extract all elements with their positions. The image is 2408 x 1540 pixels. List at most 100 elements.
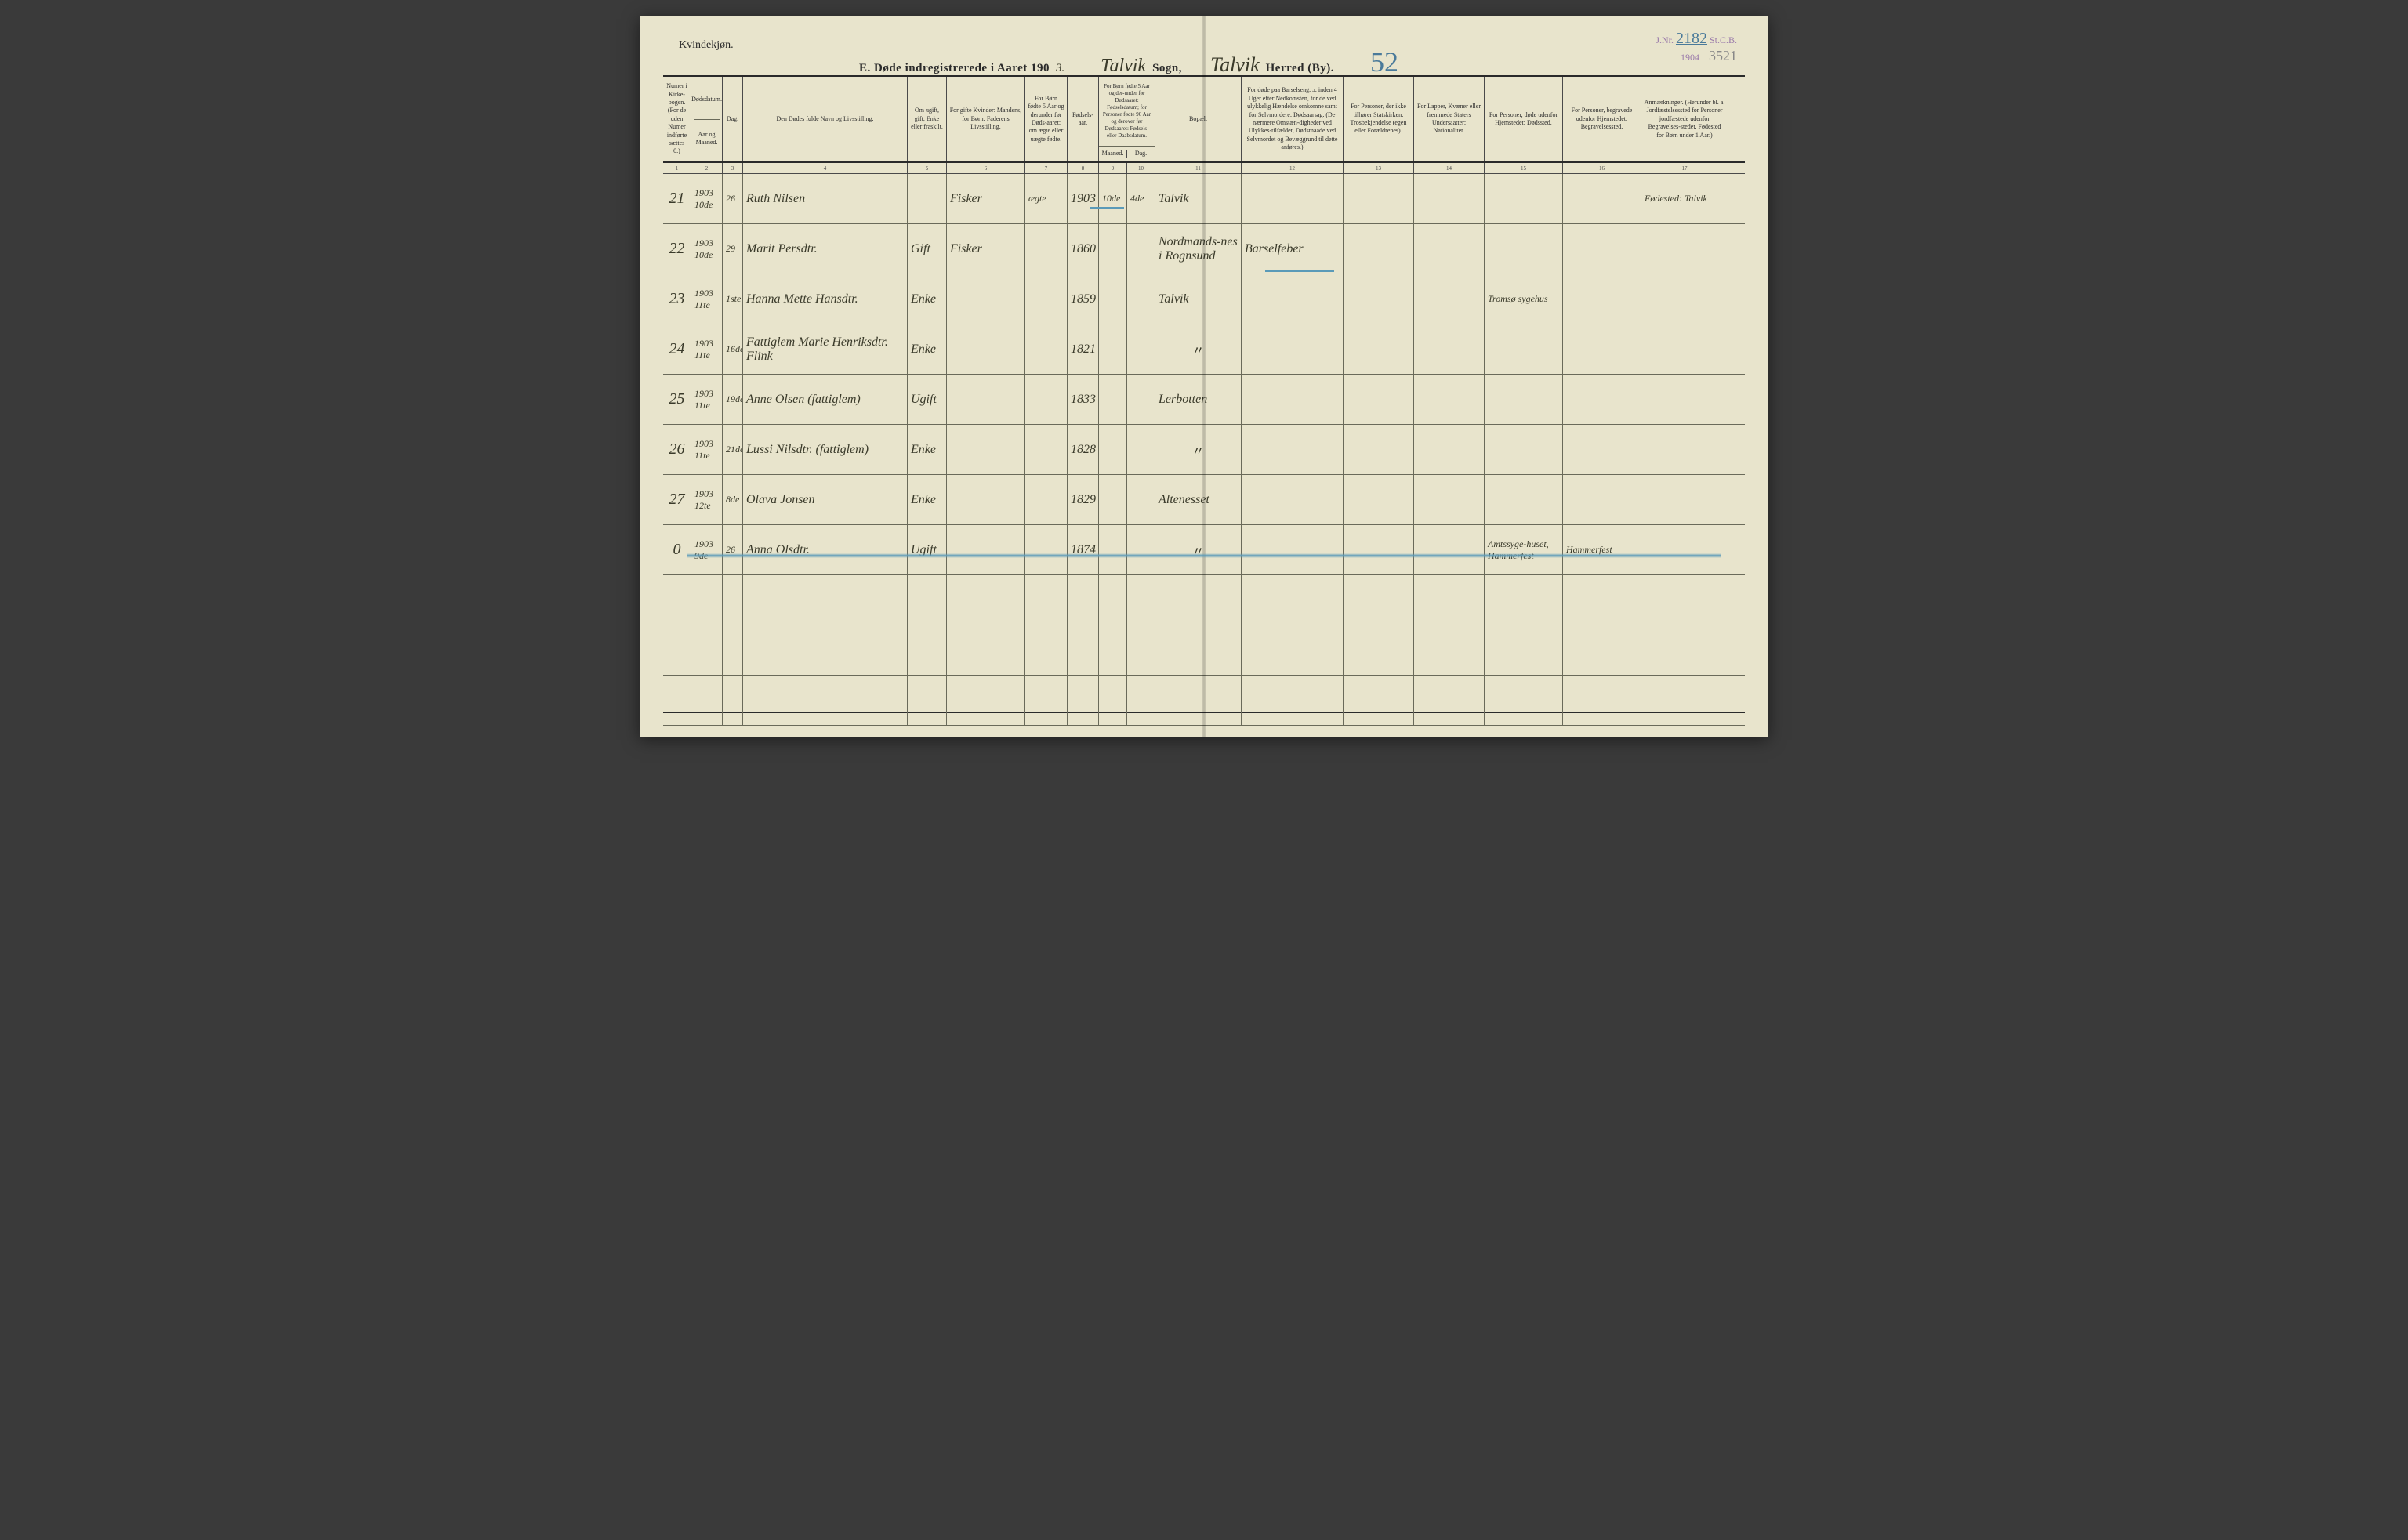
colnum-7: 7: [1025, 163, 1068, 173]
cell-empty: [908, 625, 947, 675]
cell-empty: [1563, 676, 1641, 725]
cell-name: Marit Persdtr.: [743, 224, 908, 274]
cell-empty: [1563, 575, 1641, 625]
cell-birthmonth: 10de: [1099, 174, 1127, 223]
cell-year-month: 1903 10de: [691, 174, 723, 223]
stamp-area: J.Nr. 2182 St.C.B. 1904 3521: [1656, 30, 1737, 64]
col-header-9-10: For Børn fødte 5 Aar og der-under før Dø…: [1099, 77, 1155, 161]
cell-empty: [1414, 676, 1485, 725]
cell-name: Hanna Mette Hansdtr.: [743, 274, 908, 324]
cell-empty: [1025, 575, 1068, 625]
year-suffix: 3.: [1056, 62, 1064, 75]
cell-empty: [1485, 625, 1563, 675]
gender-label: Kvindekjøn.: [679, 39, 734, 52]
cell-birthmonth: [1099, 274, 1127, 324]
cell-year-month: 1903 11te: [691, 324, 723, 374]
cell-residence: Lerbotten: [1155, 375, 1242, 424]
cell-empty: [1242, 625, 1344, 675]
col-header-14: For Lapper, Kvæner eller fremmede Stater…: [1414, 77, 1485, 161]
col-header-15: For Personer, døde udenfor Hjemstedet: D…: [1485, 77, 1563, 161]
cell-year-month: 1903 10de: [691, 224, 723, 274]
cell-birthyear: 1833: [1068, 375, 1099, 424]
cell-birthyear: 1859: [1068, 274, 1099, 324]
cell-deathplace: [1485, 324, 1563, 374]
colnum-13: 13: [1344, 163, 1414, 173]
cell-empty: [1242, 575, 1344, 625]
cell-legitimacy: [1025, 274, 1068, 324]
cell-empty: [663, 575, 691, 625]
cell-empty: [743, 676, 908, 725]
cell-birthday: [1127, 274, 1155, 324]
cell-day: 8de: [723, 475, 743, 524]
cell-burialplace: [1563, 425, 1641, 474]
cell-empty: [723, 625, 743, 675]
cell-empty: [1641, 625, 1728, 675]
cell-year-month: 1903 11te: [691, 425, 723, 474]
cell-birthyear: 1828: [1068, 425, 1099, 474]
cell-year-month: 1903 11te: [691, 375, 723, 424]
colnum-3: 3: [723, 163, 743, 173]
cell-num: 0: [663, 525, 691, 574]
cell-legitimacy: [1025, 475, 1068, 524]
sogn-label: Sogn,: [1152, 62, 1182, 75]
col-header-16: For Personer, begravede udenfor Hjemsted…: [1563, 77, 1641, 161]
colnum-10: 10: [1127, 163, 1155, 173]
cell-status: Enke: [908, 274, 947, 324]
cell-empty: [1155, 676, 1242, 725]
cell-deathplace: [1485, 475, 1563, 524]
cell-nationality: [1414, 174, 1485, 223]
cell-empty: [1099, 676, 1127, 725]
col-header-8: Fødsels-aar.: [1068, 77, 1099, 161]
col-header-4: Den Dødes fulde Navn og Livsstilling.: [743, 77, 908, 161]
cell-remarks: [1641, 375, 1728, 424]
cell-legitimacy: [1025, 375, 1068, 424]
herred-handwritten: Talvik: [1210, 53, 1260, 77]
colnum-15: 15: [1485, 163, 1563, 173]
cell-residence: Nordmands-nes i Rognsund: [1155, 224, 1242, 274]
book-spine: [1202, 16, 1206, 737]
cell-birthyear: 1903: [1068, 174, 1099, 223]
cell-empty: [691, 575, 723, 625]
cell-status: Enke: [908, 425, 947, 474]
cell-birthday: [1127, 224, 1155, 274]
cell-num: 27: [663, 475, 691, 524]
cell-burialplace: [1563, 324, 1641, 374]
cell-name: Olava Jonsen: [743, 475, 908, 524]
col-header-6: For gifte Kvinder: Mandens, for Børn: Fa…: [947, 77, 1025, 161]
cell-empty: [1068, 575, 1099, 625]
cell-cause: [1242, 274, 1344, 324]
cell-year-month: 1903 11te: [691, 274, 723, 324]
cell-year-month: 1903 12te: [691, 475, 723, 524]
cell-legitimacy: [1025, 525, 1068, 574]
cell-birthmonth: [1099, 224, 1127, 274]
col-header-5: Om ugift, gift, Enke eller fraskilt.: [908, 77, 947, 161]
col-header-9-10-text: For Børn fødte 5 Aar og der-under før Dø…: [1099, 77, 1155, 146]
cell-occupation: [947, 375, 1025, 424]
cell-num: 22: [663, 224, 691, 274]
cell-empty: [1344, 575, 1414, 625]
cell-faith: [1344, 375, 1414, 424]
cell-status: Ugift: [908, 525, 947, 574]
col-header-17: Anmærkninger. (Herunder bl. a. Jordfæste…: [1641, 77, 1728, 161]
cell-year-month: 1903 9de: [691, 525, 723, 574]
cell-remarks: [1641, 425, 1728, 474]
cell-empty: [1485, 676, 1563, 725]
cell-occupation: [947, 425, 1025, 474]
col-header-11: Bopæl.: [1155, 77, 1242, 161]
cell-birthday: [1127, 475, 1155, 524]
cell-birthday: [1127, 425, 1155, 474]
blue-strikethrough: [687, 553, 1721, 558]
cell-deathplace: [1485, 224, 1563, 274]
cell-faith: [1344, 475, 1414, 524]
cell-nationality: [1414, 525, 1485, 574]
cell-residence: Altenesset: [1155, 475, 1242, 524]
cell-day: 26: [723, 525, 743, 574]
cell-nationality: [1414, 224, 1485, 274]
ledger-book: Kvindekjøn. E. Døde indregistrerede i Aa…: [640, 16, 1768, 737]
colnum-9: 9: [1099, 163, 1127, 173]
cell-legitimacy: [1025, 324, 1068, 374]
col-header-7: For Børn fødte 5 Aar og derunder før Død…: [1025, 77, 1068, 161]
colnum-16: 16: [1563, 163, 1641, 173]
blue-underline-2: [1265, 270, 1334, 272]
cell-legitimacy: ægte: [1025, 174, 1068, 223]
